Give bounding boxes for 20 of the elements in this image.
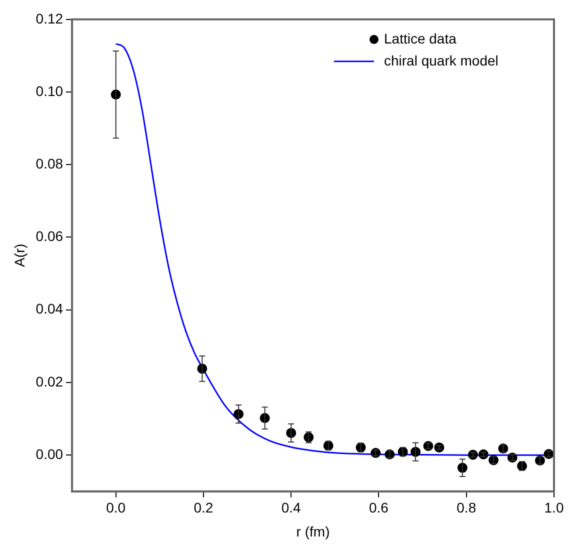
y-tick-label: 0.00 <box>36 446 64 462</box>
x-tick-label: 0.8 <box>456 500 476 516</box>
x-tick-label: 0.6 <box>369 500 389 516</box>
y-tick-label: 0.08 <box>36 155 64 172</box>
point <box>468 450 478 460</box>
y-tick-label: 0.06 <box>36 228 64 244</box>
point <box>478 449 488 460</box>
y-tick-label: 0.04 <box>36 300 64 317</box>
point <box>434 442 444 452</box>
y-tick-label: 0.12 <box>36 10 64 26</box>
legend-label: chiral quark model <box>384 52 498 68</box>
y-axis-title: A(r) <box>11 244 28 268</box>
x-axis-title: r (fm) <box>296 523 330 540</box>
y-tick-label: 0.02 <box>36 373 64 390</box>
y-tick-label: 0.10 <box>36 82 64 99</box>
legend-label: Lattice data <box>384 30 457 46</box>
x-tick-label: 1.0 <box>544 500 564 516</box>
x-tick-label: 0.0 <box>106 500 126 516</box>
x-tick-label: 0.4 <box>281 500 302 516</box>
x-tick-label: 0.2 <box>194 500 214 516</box>
